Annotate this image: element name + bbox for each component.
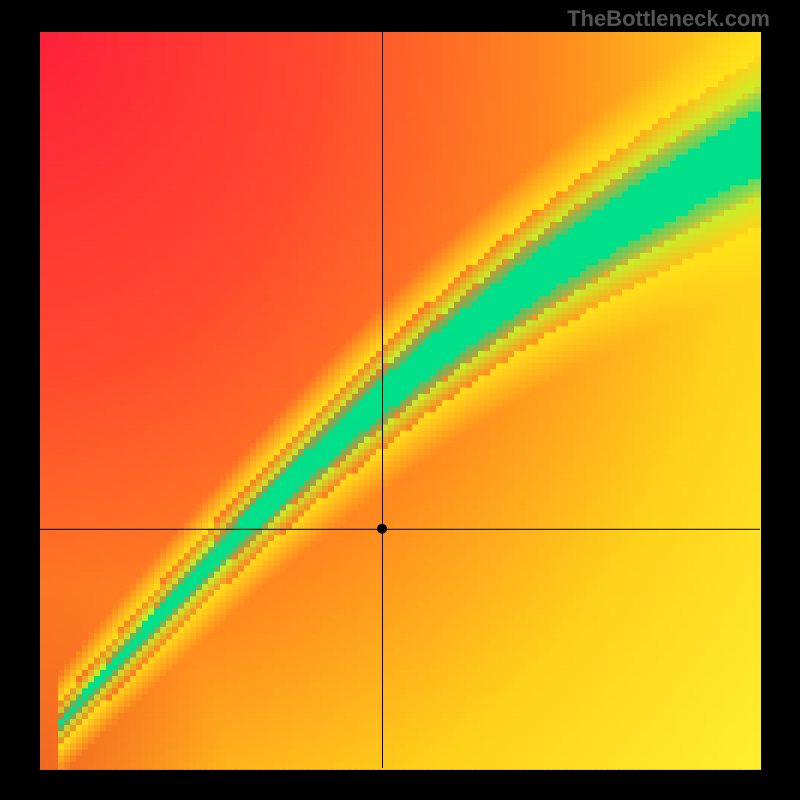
watermark-text: TheBottleneck.com — [567, 6, 770, 32]
chart-container: TheBottleneck.com — [0, 0, 800, 800]
bottleneck-heatmap — [0, 0, 800, 800]
